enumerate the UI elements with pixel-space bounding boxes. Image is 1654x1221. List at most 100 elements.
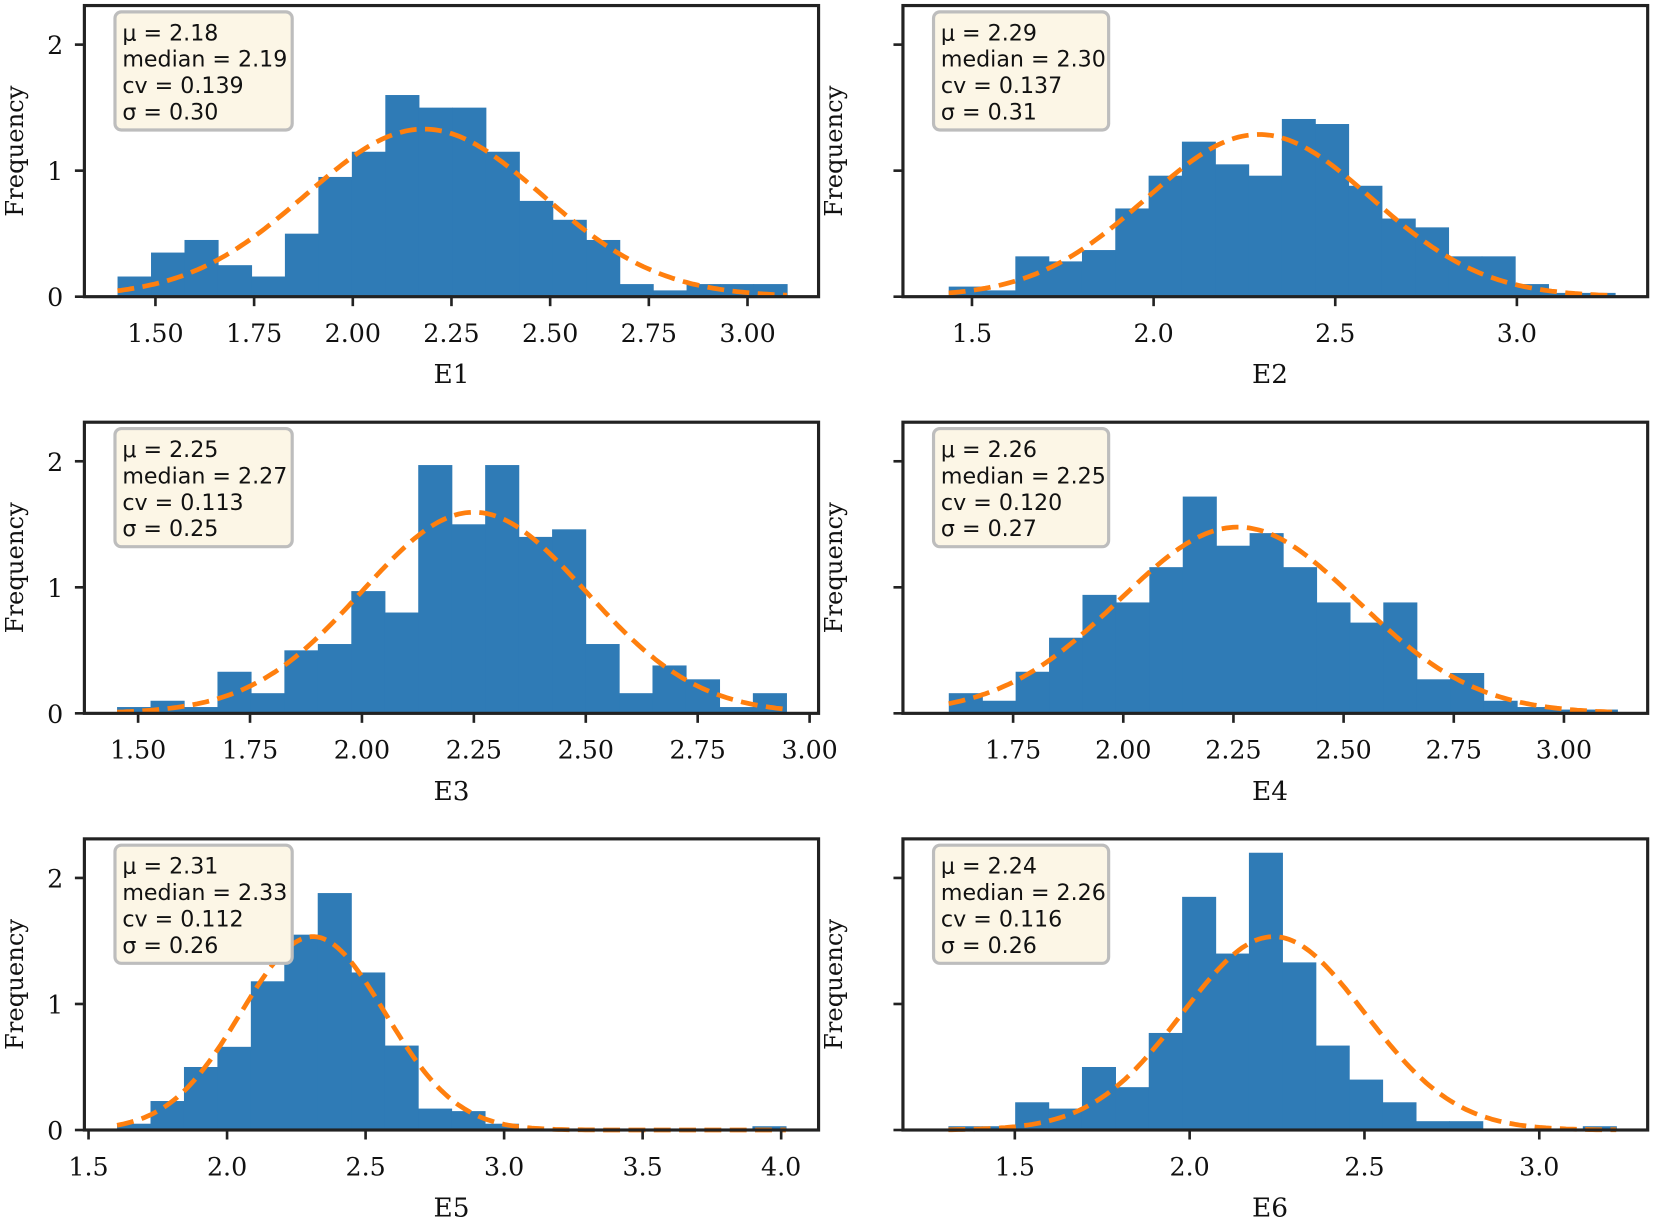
x-tick-label: 1.75	[985, 736, 1041, 765]
x-tick-label: 3.0	[484, 1152, 524, 1181]
histogram-bar	[1349, 1079, 1384, 1131]
x-tick-label: 2.0	[1133, 319, 1173, 348]
subplot-e4: 1.75 2.00 2.25 2.50 2.75 3.00 E4 Frequency μ = 2…	[819, 420, 1650, 807]
x-axis-label: E5	[433, 1194, 469, 1221]
histogram-bar	[719, 707, 754, 714]
normal-fit-curve	[948, 132, 1616, 299]
x-tick-label: 2.50	[1315, 736, 1371, 765]
y-tick-label: 2	[47, 448, 63, 477]
histogram-bar	[117, 707, 152, 714]
histogram-bar	[653, 290, 688, 297]
axes-frame	[901, 837, 1650, 1132]
x-axis-label: E1	[433, 360, 469, 390]
y-tick-label: 1	[47, 157, 63, 186]
histogram-bar	[1115, 602, 1150, 714]
legend-entry: median = 2.33	[122, 880, 287, 906]
x-tick-label: 2.00	[334, 736, 390, 765]
legend-entry: cv = 0.112	[122, 906, 243, 932]
histogram-bar	[552, 529, 587, 714]
histogram-bar	[418, 465, 453, 714]
subplot-e3: 1.50 1.75 2.00 2.25 2.50 2.75 3.00 0 1 2 E3 Frequen…	[0, 420, 838, 807]
histogram-bar	[484, 1123, 519, 1131]
histogram-bar	[1415, 227, 1450, 297]
legend-entry: median = 2.25	[941, 463, 1106, 489]
histogram-bar	[1383, 602, 1418, 714]
x-tick-label: 1.50	[127, 319, 183, 348]
histogram-bar	[250, 981, 285, 1131]
axes-frame	[901, 420, 1650, 715]
histogram-bar	[317, 893, 352, 1131]
x-tick-label: 2.50	[558, 736, 614, 765]
histogram-bar	[418, 1108, 453, 1131]
histogram-bar	[1215, 953, 1250, 1131]
histogram-bar	[1481, 256, 1516, 297]
x-tick-label: 3.00	[1536, 736, 1592, 765]
x-tick-label: 3.00	[719, 319, 775, 348]
x-tick-label: 2.00	[1095, 736, 1151, 765]
histogram-bar	[1081, 250, 1116, 297]
x-tick-label: 2.5	[1344, 1152, 1384, 1181]
legend-entry: μ = 2.31	[122, 854, 218, 880]
x-tick-label: 2.75	[1426, 736, 1482, 765]
x-tick-label: 2.00	[325, 319, 381, 348]
histogram-bar	[284, 233, 320, 297]
histogram-bar	[518, 536, 553, 714]
legend-entry: cv = 0.113	[122, 490, 243, 516]
legend-box	[931, 10, 1111, 132]
legend-box	[113, 843, 294, 965]
legend-entry: μ = 2.25	[122, 437, 218, 463]
x-tick-label: 2.0	[207, 1152, 247, 1181]
x-tick-label: 3.5	[623, 1152, 663, 1181]
histogram-bar	[317, 644, 352, 714]
y-axis-label: Frequency	[819, 502, 848, 633]
normal-fit-curve	[117, 126, 788, 298]
histogram-bar	[1315, 124, 1350, 297]
x-tick-label: 1.5	[952, 319, 992, 348]
y-axis-label: Frequency	[0, 502, 29, 633]
histogram-bar	[217, 1046, 252, 1131]
axes-frame	[901, 3, 1650, 299]
histogram-bar	[1149, 567, 1184, 714]
histogram-bar	[1415, 1121, 1450, 1131]
legend-entry: cv = 0.139	[122, 73, 243, 99]
histogram-bar	[552, 219, 587, 297]
x-axis-label: E3	[433, 777, 469, 807]
normal-fit-curve	[117, 509, 787, 715]
legend-entry: σ = 0.30	[122, 99, 218, 125]
y-tick-label: 0	[47, 700, 63, 729]
histogram-bar	[1283, 567, 1318, 714]
legend-entry: cv = 0.120	[941, 490, 1062, 516]
histogram-bar	[183, 707, 219, 714]
histogram-bar	[451, 1111, 486, 1131]
histogram-bar	[1082, 594, 1117, 714]
legend-entry: σ = 0.26	[941, 933, 1037, 959]
y-axis-label: Frequency	[0, 85, 29, 216]
histogram-bar	[250, 693, 286, 714]
x-tick-label: 1.75	[222, 736, 278, 765]
histogram-bar	[1282, 962, 1317, 1131]
histogram-bar	[1316, 602, 1351, 714]
histogram-bar	[619, 693, 654, 714]
histogram-bar	[585, 644, 620, 714]
subplot-e5: 1.5 2.0 2.5 3.0 3.5 4.0 0 1 2 E5 Frequency μ = 2.31…	[0, 837, 821, 1221]
x-axis-label: E6	[1252, 1194, 1288, 1221]
histogram-bar	[619, 284, 654, 297]
histogram-bar	[384, 612, 419, 714]
normal-fit-curve	[948, 524, 1618, 715]
histogram-bar	[1248, 852, 1283, 1131]
histogram-bar	[1115, 1087, 1150, 1131]
y-tick-label: 0	[47, 1117, 63, 1146]
legend-entry: μ = 2.18	[122, 20, 218, 46]
histogram-bar	[418, 107, 453, 297]
legend-box	[113, 10, 294, 132]
x-tick-label: 2.75	[670, 736, 726, 765]
x-tick-label: 2.5	[1315, 319, 1355, 348]
legend-box	[931, 843, 1111, 965]
x-tick-label: 2.75	[621, 319, 677, 348]
histogram-bar	[117, 1123, 152, 1131]
x-axis-label: E2	[1252, 360, 1288, 390]
